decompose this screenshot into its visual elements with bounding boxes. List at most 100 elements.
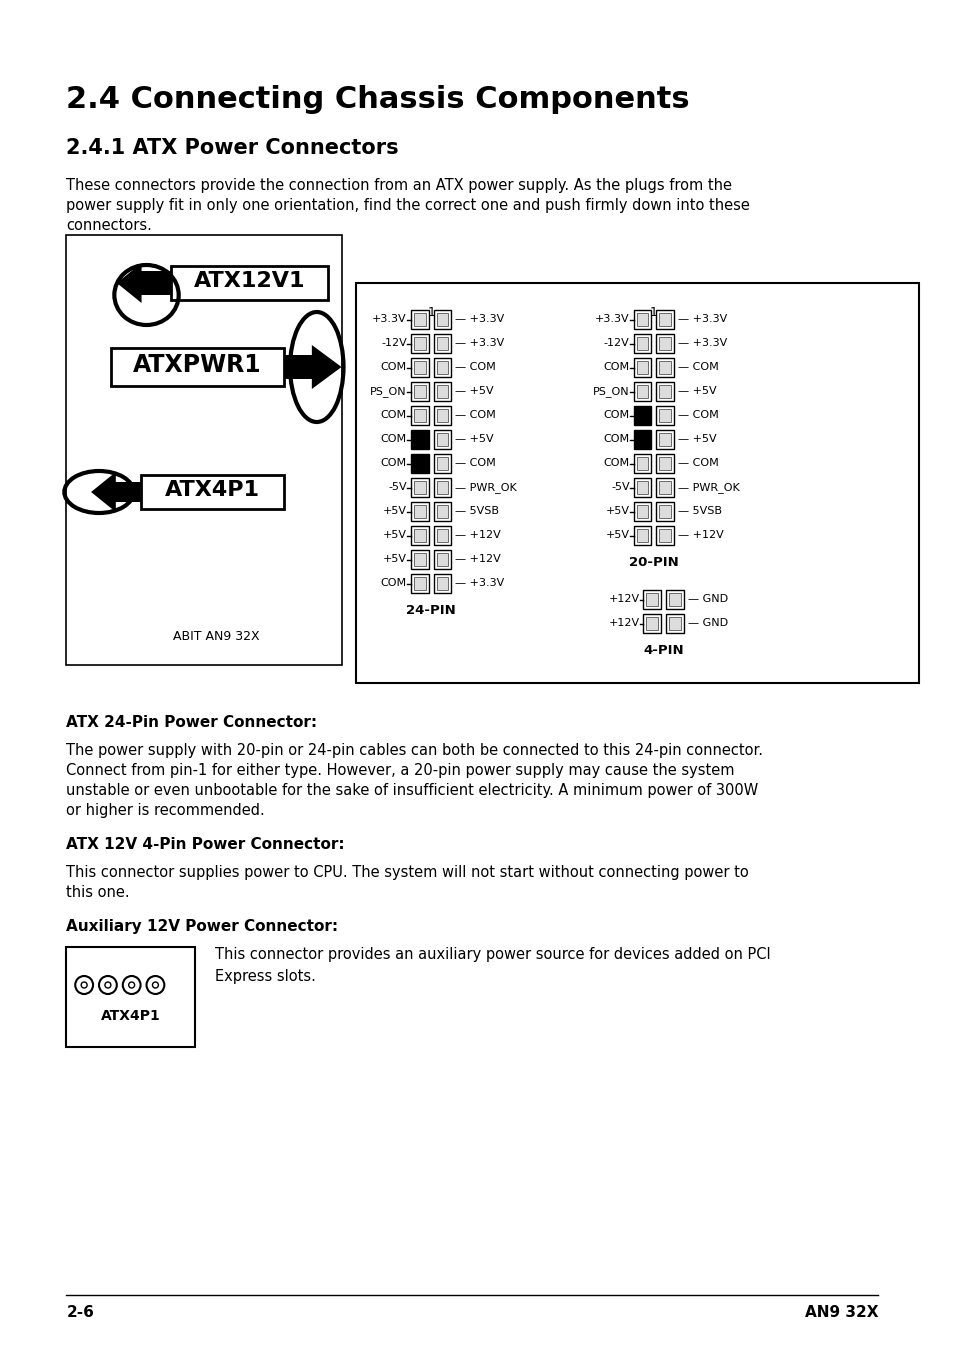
Bar <box>414 337 425 350</box>
Bar <box>665 589 683 608</box>
Bar <box>636 481 648 493</box>
Text: — 5VSB: — 5VSB <box>455 507 498 516</box>
Bar <box>436 314 448 326</box>
Text: — +5V: — +5V <box>678 434 716 445</box>
Bar <box>659 481 671 493</box>
Bar <box>656 358 674 377</box>
Text: — +3.3V: — +3.3V <box>678 315 726 324</box>
Bar <box>668 617 680 630</box>
Text: -5V: -5V <box>610 483 629 492</box>
Text: COM: COM <box>380 579 406 588</box>
Bar <box>414 506 425 518</box>
Bar <box>434 454 451 473</box>
Bar <box>636 314 648 326</box>
Text: 4-PIN: 4-PIN <box>642 644 683 657</box>
Bar <box>636 337 648 350</box>
Text: AN9 32X: AN9 32X <box>803 1305 877 1320</box>
Text: COM: COM <box>380 434 406 445</box>
Text: — +12V: — +12V <box>455 554 500 565</box>
Text: PS_ON: PS_ON <box>370 387 406 397</box>
Text: — GND: — GND <box>687 595 727 604</box>
Text: ATX 12V 4-Pin Power Connector:: ATX 12V 4-Pin Power Connector: <box>67 837 345 852</box>
Text: — 5VSB: — 5VSB <box>678 507 721 516</box>
Text: 20-PIN: 20-PIN <box>628 556 678 569</box>
Text: this one.: this one. <box>67 886 130 900</box>
Bar <box>659 385 671 397</box>
Text: connectors.: connectors. <box>67 218 152 233</box>
Bar <box>434 383 451 402</box>
Text: ABIT AN9 32X: ABIT AN9 32X <box>173 630 259 644</box>
Text: — +12V: — +12V <box>678 530 723 541</box>
Circle shape <box>99 976 116 994</box>
Text: COM: COM <box>603 434 629 445</box>
Bar <box>659 506 671 518</box>
Bar <box>111 347 284 387</box>
Text: +3.3V: +3.3V <box>372 315 406 324</box>
Bar <box>436 457 448 470</box>
Bar <box>659 457 671 470</box>
Text: The power supply with 20-pin or 24-pin cables can both be connected to this 24-p: The power supply with 20-pin or 24-pin c… <box>67 744 762 758</box>
Bar <box>434 479 451 498</box>
Bar <box>414 314 425 326</box>
Text: 24-PIN: 24-PIN <box>406 604 456 617</box>
Text: -5V: -5V <box>388 483 406 492</box>
Bar <box>656 334 674 353</box>
Bar <box>414 481 425 493</box>
Bar <box>414 577 425 589</box>
Bar <box>434 310 451 329</box>
Text: — +5V: — +5V <box>455 434 494 445</box>
Text: Express slots.: Express slots. <box>214 969 315 984</box>
Text: unstable or even unbootable for the sake of insufficient electricity. A minimum : unstable or even unbootable for the sake… <box>67 783 758 798</box>
Bar <box>411 526 428 545</box>
Text: +5V: +5V <box>382 507 406 516</box>
Bar <box>411 502 428 521</box>
Text: ATX4P1: ATX4P1 <box>101 1009 160 1023</box>
Text: These connectors provide the connection from an ATX power supply. As the plugs f: These connectors provide the connection … <box>67 178 732 193</box>
Text: — GND: — GND <box>687 618 727 629</box>
Bar <box>633 454 651 473</box>
Bar <box>411 358 428 377</box>
Text: ATX 24-Pin Power Connector:: ATX 24-Pin Power Connector: <box>67 715 317 730</box>
Bar <box>414 361 425 375</box>
Bar <box>659 433 671 446</box>
Circle shape <box>129 982 134 988</box>
Text: — COM: — COM <box>678 411 719 420</box>
Text: or higher is recommended.: or higher is recommended. <box>67 803 265 818</box>
Bar <box>656 479 674 498</box>
Text: COM: COM <box>380 362 406 373</box>
Bar <box>414 410 425 422</box>
Text: COM: COM <box>603 362 629 373</box>
Bar <box>636 529 648 542</box>
Bar <box>633 358 651 377</box>
Bar <box>656 502 674 521</box>
Bar <box>434 406 451 425</box>
Bar <box>411 310 428 329</box>
Bar <box>633 526 651 545</box>
Bar <box>434 575 451 594</box>
Text: +5V: +5V <box>605 507 629 516</box>
Text: COM: COM <box>380 458 406 469</box>
Circle shape <box>152 982 158 988</box>
Text: This connector provides an auxiliary power source for devices added on PCI: This connector provides an auxiliary pow… <box>214 946 770 963</box>
Text: -12V: -12V <box>603 338 629 349</box>
Bar <box>411 334 428 353</box>
Bar <box>140 475 284 508</box>
Bar <box>633 310 651 329</box>
Bar <box>411 479 428 498</box>
Text: — +3.3V: — +3.3V <box>455 315 504 324</box>
Text: — COM: — COM <box>455 411 496 420</box>
Text: 1: 1 <box>427 306 435 319</box>
Bar <box>436 337 448 350</box>
Text: +12V: +12V <box>608 595 639 604</box>
Text: ATX4P1: ATX4P1 <box>165 480 259 500</box>
Bar <box>411 406 428 425</box>
Bar <box>414 553 425 566</box>
Text: +5V: +5V <box>382 554 406 565</box>
Text: — COM: — COM <box>455 458 496 469</box>
Bar <box>659 410 671 422</box>
Text: Connect from pin-1 for either type. However, a 20-pin power supply may cause the: Connect from pin-1 for either type. Howe… <box>67 763 734 777</box>
Bar <box>646 617 658 630</box>
Circle shape <box>81 982 87 988</box>
Circle shape <box>105 982 111 988</box>
Bar <box>659 361 671 375</box>
